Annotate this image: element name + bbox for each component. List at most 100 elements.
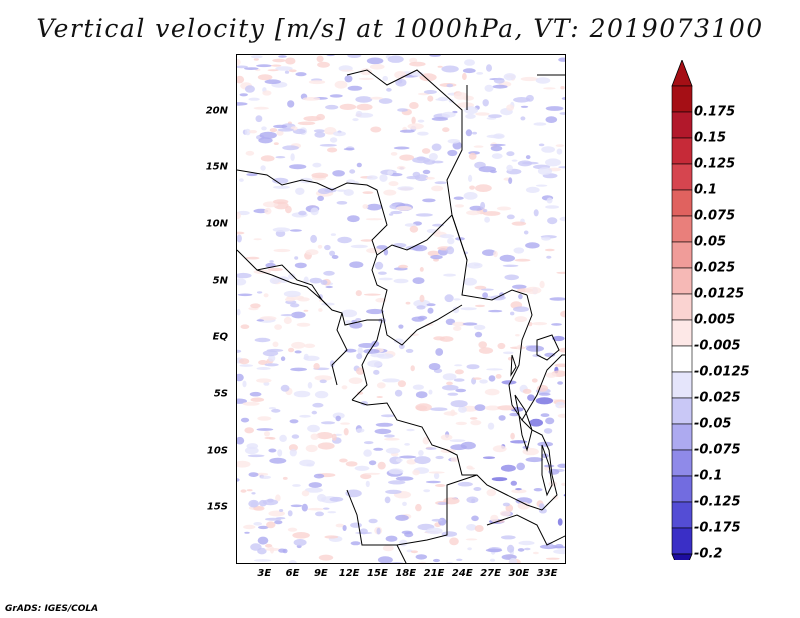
colorbar-level-label: 0.1 bbox=[694, 182, 718, 198]
velocity-speckle bbox=[446, 246, 455, 255]
velocity-speckle bbox=[490, 143, 506, 147]
velocity-speckle bbox=[367, 360, 383, 368]
velocity-speckle bbox=[394, 71, 407, 79]
velocity-speckle bbox=[238, 358, 250, 365]
velocity-speckle bbox=[317, 61, 330, 68]
velocity-speckle bbox=[363, 293, 381, 296]
velocity-speckle bbox=[428, 363, 441, 371]
velocity-speckle bbox=[368, 460, 377, 466]
velocity-speckle bbox=[269, 546, 275, 554]
country-borders bbox=[237, 69, 565, 563]
velocity-speckle bbox=[397, 186, 414, 191]
velocity-speckle bbox=[541, 146, 555, 153]
velocity-speckle bbox=[417, 561, 427, 563]
velocity-speckle bbox=[466, 364, 480, 370]
velocity-speckle bbox=[276, 130, 284, 136]
velocity-speckle bbox=[379, 174, 388, 182]
velocity-speckle bbox=[431, 185, 444, 192]
velocity-speckle bbox=[289, 229, 302, 232]
velocity-speckle bbox=[366, 247, 382, 254]
velocity-speckle bbox=[393, 338, 404, 344]
border-gabon bbox=[321, 299, 382, 386]
velocity-speckle bbox=[246, 489, 253, 492]
velocity-speckle bbox=[422, 169, 431, 175]
velocity-speckle bbox=[541, 236, 551, 241]
velocity-speckle bbox=[535, 397, 554, 405]
velocity-speckle bbox=[307, 382, 313, 389]
colorbar-level-label: -0.2 bbox=[694, 546, 723, 562]
velocity-speckle bbox=[319, 144, 337, 147]
velocity-speckle bbox=[273, 142, 279, 145]
velocity-speckle bbox=[513, 306, 529, 312]
velocity-speckle bbox=[423, 489, 431, 493]
velocity-speckle bbox=[411, 116, 416, 125]
velocity-speckle bbox=[324, 535, 339, 539]
velocity-speckle bbox=[378, 98, 393, 104]
velocity-speckle bbox=[301, 490, 310, 497]
velocity-speckle bbox=[478, 341, 487, 349]
colorbar-level-label: -0.1 bbox=[694, 468, 723, 484]
velocity-speckle bbox=[515, 488, 522, 491]
velocity-speckle bbox=[492, 445, 507, 453]
velocity-speckle bbox=[293, 539, 307, 546]
velocity-speckle bbox=[559, 112, 565, 115]
velocity-speckle bbox=[294, 262, 307, 269]
velocity-speckle bbox=[355, 428, 365, 433]
velocity-speckle bbox=[303, 355, 320, 361]
velocity-speckle bbox=[495, 374, 502, 379]
velocity-speckle bbox=[272, 227, 291, 232]
velocity-speckle bbox=[287, 510, 293, 517]
border-lake-region bbox=[451, 74, 565, 261]
velocity-speckle bbox=[447, 392, 459, 396]
velocity-speckle bbox=[375, 422, 394, 427]
velocity-speckle bbox=[438, 517, 447, 526]
velocity-speckle bbox=[388, 468, 404, 475]
colorbar-segment bbox=[671, 397, 693, 425]
velocity-speckle bbox=[525, 457, 544, 463]
velocity-speckle bbox=[376, 382, 386, 389]
velocity-speckle bbox=[453, 378, 465, 382]
velocity-speckle bbox=[514, 316, 527, 323]
velocity-speckle bbox=[453, 196, 464, 200]
velocity-speckle bbox=[511, 221, 527, 226]
velocity-speckle bbox=[287, 100, 295, 108]
velocity-speckle bbox=[500, 535, 516, 540]
velocity-speckle bbox=[547, 217, 558, 225]
velocity-speckle bbox=[493, 250, 498, 258]
velocity-speckle bbox=[347, 215, 360, 223]
velocity-speckle bbox=[387, 170, 394, 176]
velocity-speckle bbox=[419, 267, 424, 272]
velocity-speckle bbox=[384, 437, 400, 441]
colorbar-segment bbox=[671, 189, 693, 217]
velocity-speckle bbox=[510, 440, 528, 444]
velocity-speckle bbox=[288, 444, 298, 452]
velocity-speckle bbox=[395, 514, 409, 521]
velocity-speckle bbox=[532, 551, 539, 555]
velocity-speckle bbox=[466, 524, 477, 531]
velocity-speckle bbox=[450, 400, 468, 408]
velocity-speckle bbox=[556, 148, 563, 155]
velocity-speckle bbox=[406, 459, 417, 465]
velocity-speckle bbox=[486, 64, 492, 72]
velocity-speckle bbox=[325, 285, 333, 289]
velocity-speckle bbox=[388, 480, 406, 485]
velocity-speckle bbox=[407, 123, 424, 130]
velocity-speckle bbox=[429, 55, 441, 57]
velocity-speckle bbox=[295, 187, 305, 195]
velocity-speckle bbox=[514, 258, 531, 262]
velocity-speckle bbox=[457, 481, 473, 487]
velocity-speckle bbox=[285, 205, 292, 214]
velocity-speckle bbox=[336, 189, 347, 192]
velocity-speckle bbox=[349, 261, 364, 268]
velocity-speckle bbox=[533, 122, 547, 126]
velocity-speckle bbox=[405, 301, 411, 305]
velocity-speckle bbox=[256, 367, 271, 370]
colorbar-top-arrow bbox=[671, 58, 693, 87]
velocity-speckle bbox=[395, 206, 412, 211]
border-angola bbox=[351, 399, 543, 511]
velocity-speckle bbox=[557, 413, 565, 418]
velocity-speckle bbox=[248, 499, 260, 508]
velocity-speckle bbox=[466, 210, 481, 216]
colorbar-svg bbox=[671, 58, 693, 580]
velocity-speckle bbox=[524, 547, 531, 551]
